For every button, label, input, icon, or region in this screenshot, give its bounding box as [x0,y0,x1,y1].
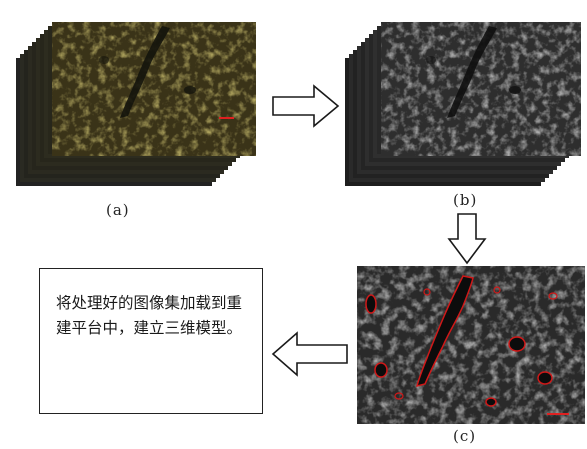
segmented-micrograph-c [357,266,585,424]
caption-b: (b) [453,191,478,209]
caption-c: (c) [453,427,477,445]
left-hollow-arrow-icon [271,331,349,381]
image-stack-b [343,20,587,190]
micrograph-a [52,22,256,156]
pore-outlines [365,275,558,407]
right-hollow-arrow-icon [272,84,340,132]
down-hollow-arrow-icon [447,213,487,269]
description-box: 将处理好的图像集加载到重建平台中，建立三维模型。 [39,268,263,414]
image-stack-a [14,20,260,190]
micrograph-b [381,22,581,156]
caption-a: (a) [106,201,130,219]
description-text: 将处理好的图像集加载到重建平台中，建立三维模型。 [56,294,243,337]
